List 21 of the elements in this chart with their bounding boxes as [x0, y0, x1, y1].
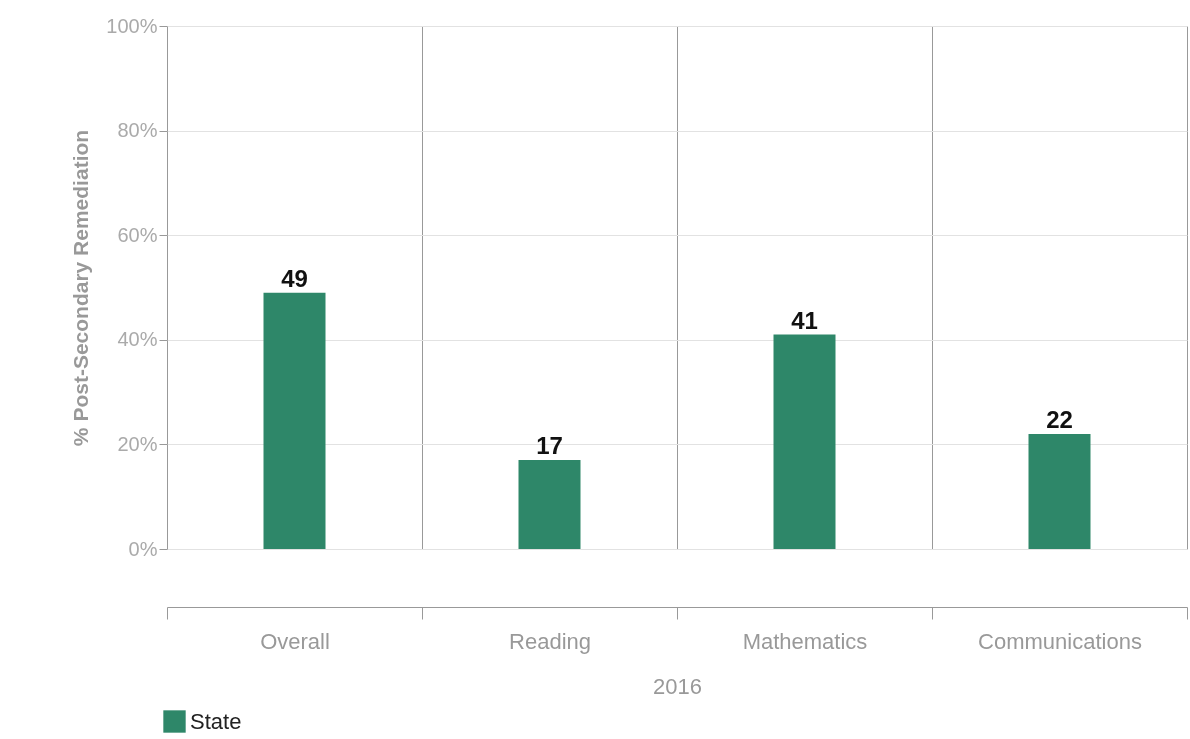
bar	[518, 460, 581, 549]
y-axis-title: % Post-Secondary Remediation	[69, 129, 93, 447]
y-tick-label: 100%	[106, 14, 158, 37]
y-tick-label: 80%	[117, 119, 158, 142]
y-tick-label: 0%	[128, 537, 158, 560]
y-tick-label: 60%	[117, 223, 158, 246]
x-tick-label: Reading	[509, 628, 591, 654]
bar	[263, 292, 326, 549]
data-label: 41	[791, 306, 818, 334]
data-label: 49	[281, 264, 308, 292]
bar	[773, 334, 836, 549]
legend-label: State	[190, 708, 242, 734]
data-label: 22	[1046, 405, 1073, 433]
x-tick-label: Mathematics	[742, 628, 868, 654]
bar	[1028, 433, 1091, 549]
x-tick-label: Communications	[978, 628, 1142, 654]
x-tick-label: Overall	[260, 628, 330, 654]
x-axis-title: 2016	[653, 673, 702, 699]
y-tick-label: 20%	[117, 432, 158, 455]
y-tick-label: 40%	[117, 328, 158, 351]
data-label: 17	[536, 432, 563, 460]
